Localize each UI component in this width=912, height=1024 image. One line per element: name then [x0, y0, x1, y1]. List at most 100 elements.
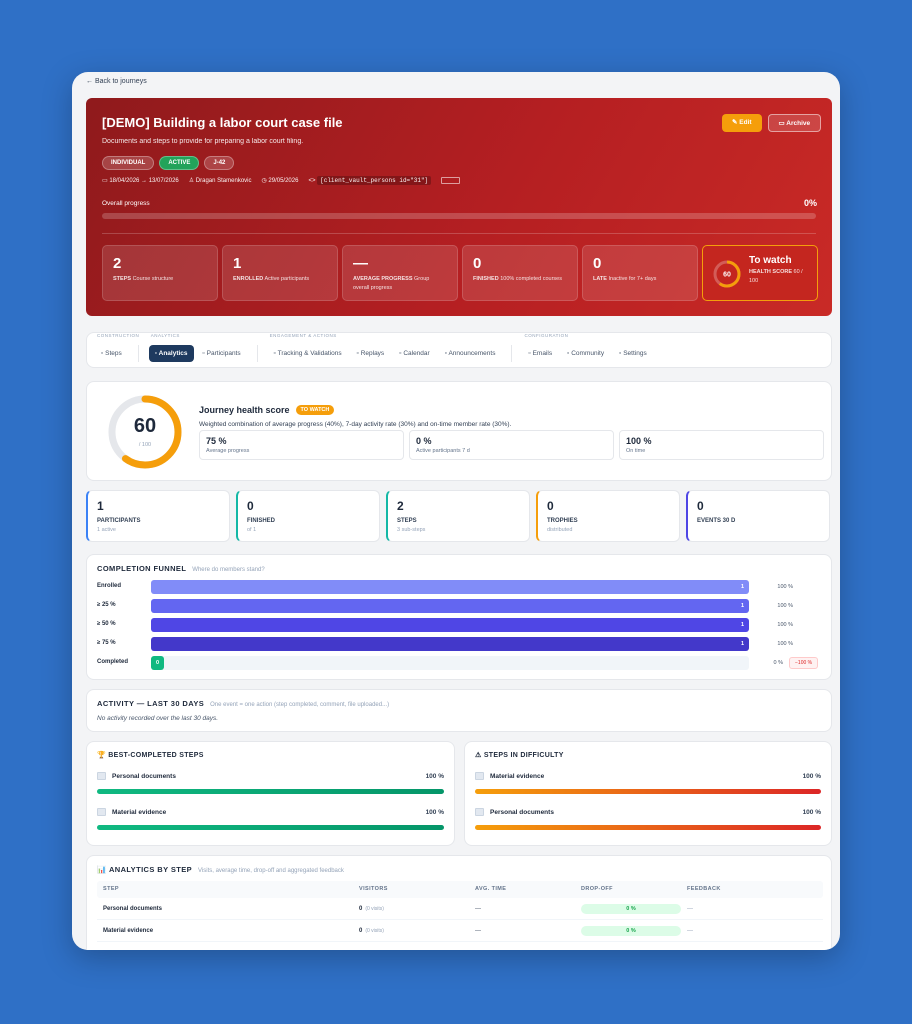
funnel-pct: 100 % [777, 622, 793, 628]
health-card: 60 / 100 Journey health score TO WATCH W… [86, 381, 832, 481]
funnel-label: ≥ 25 % [97, 602, 116, 608]
tab-label[interactable]: Emails [532, 350, 553, 357]
activity-header: ACTIVITY — LAST 30 DAYS One event = one a… [97, 699, 389, 708]
tab[interactable]: ▫ Tracking & Validations [273, 350, 342, 357]
back-link-text[interactable]: Back to journeys [94, 78, 147, 85]
tab-label[interactable]: Replays [360, 350, 385, 357]
cell-avg-time: — [475, 928, 481, 934]
stat-value: 0 [593, 255, 602, 272]
funnel-bar: 1 [151, 618, 749, 632]
kpi-value: 0 [547, 499, 554, 513]
tab[interactable]: ▫ Calendar [399, 350, 430, 357]
step-pct: 100 % [425, 809, 444, 816]
edit-label[interactable]: Edit [739, 119, 752, 126]
funnel-label: Completed [97, 659, 129, 665]
funnel-bar: 0 [151, 656, 164, 670]
kpi-value: 2 [397, 499, 404, 513]
stat-label: ENROLLED [233, 276, 264, 282]
hero-title: [DEMO] Building a labor court case file [102, 115, 343, 130]
tab-label[interactable]: Settings [623, 350, 647, 357]
stat-value: 1 [233, 255, 242, 272]
visits: (0 visits) [365, 928, 384, 934]
kpi-label: STEPS [397, 518, 417, 524]
tab-group-label: ANALYTICS [150, 333, 180, 338]
copy-box[interactable] [441, 177, 461, 184]
tab-label[interactable]: Announcements [448, 350, 496, 357]
step-name: Material evidence [490, 773, 545, 780]
badge: INDIVIDUAL [102, 156, 155, 170]
tab[interactable]: ▫ Announcements [444, 350, 496, 357]
stat-box: 0 LATE Inactive for 7+ days [582, 245, 698, 301]
hero-subtitle: Documents and steps to provide for prepa… [102, 138, 304, 145]
badges: INDIVIDUAL ACTIVE J-42 [102, 156, 235, 170]
stat-label: AVERAGE PROGRESS [353, 276, 413, 282]
tab-label[interactable]: Participants [206, 350, 241, 357]
tab-label[interactable]: Community [571, 350, 605, 357]
step-bar [475, 825, 821, 830]
tab[interactable]: ▫ Community [567, 350, 605, 357]
step-icon [475, 808, 484, 816]
tab-label[interactable]: Analytics [158, 350, 188, 357]
cell-feedback: — [687, 928, 693, 934]
funnel-count: 1 [740, 641, 744, 647]
tab-group: ANALYTICS ▫ Analytics ▫ Participants [148, 333, 258, 362]
edit-button[interactable]: ✎ Edit [722, 114, 762, 132]
step-icon [97, 772, 106, 780]
tab-group: ENGAGEMENT & ACTIONS ▫ Tracking & Validat… [268, 333, 513, 362]
hero-stats: 2 STEPS Course structure 1 ENROLLED Active … [102, 245, 818, 301]
kpi-value: 1 [97, 499, 104, 513]
back-link[interactable]: ← Back to journeys [86, 78, 147, 85]
step-name: Personal documents [490, 809, 554, 816]
column-header: DROP-OFF [581, 886, 613, 892]
difficulty-card: ⚠ STEPS IN DIFFICULTY Material evidence 10… [464, 741, 832, 846]
by-step-header: 📊 ANALYTICS BY STEP Visits, average time,… [97, 865, 344, 874]
funnel-label: ≥ 75 % [97, 640, 116, 646]
table-row: Material evidence 0 (0 visits) — 0 % — [97, 920, 823, 942]
tab-label[interactable]: Tracking & Validations [277, 350, 342, 357]
tab[interactable]: ▫ Steps [101, 350, 122, 357]
visitors: 0 [359, 928, 363, 934]
stat-text: FINISHED 100% completed courses [473, 275, 567, 284]
tab-group: CONSTRUCTION ▫ Steps [95, 333, 139, 362]
tab-label[interactable]: Calendar [403, 350, 430, 357]
stat-box: — AVERAGE PROGRESS Group overall progress [342, 245, 458, 301]
tab-bar: CONSTRUCTION ▫ Steps ANALYTICS ▫ Analytics ▫… [86, 332, 832, 368]
progress-track [102, 213, 816, 219]
funnel-pct: 0 % [773, 660, 783, 666]
archive-label[interactable]: Archive [786, 120, 811, 127]
kpi-card: 2 STEPS 3 sub-steps [386, 490, 530, 542]
kpi-card: 0 FINISHED of 1 [236, 490, 380, 542]
tab[interactable]: ▫ Replays [356, 350, 385, 357]
tab-group-label: CONFIGURATION [524, 333, 569, 338]
cell-feedback: — [687, 906, 693, 912]
activity-card: ACTIVITY — LAST 30 DAYS One event = one a… [86, 689, 832, 732]
funnel-bar: 1 [151, 637, 749, 651]
shortcode-text: [client_vault_persons id="31"] [317, 176, 432, 185]
health-badge: TO WATCH [295, 405, 335, 415]
tab[interactable]: ▫ Analytics [148, 345, 194, 362]
tab[interactable]: ▫ Settings [619, 350, 647, 357]
funnel-bar: 1 [151, 599, 749, 613]
tab-label[interactable]: Steps [105, 350, 122, 357]
metric-value: 0 % [416, 436, 432, 446]
funnel-count: 1 [740, 622, 744, 628]
metric-box: 75 % Average progress [199, 430, 404, 460]
tab[interactable]: ▫ Participants [202, 350, 241, 357]
tab[interactable]: ▫ Emails [528, 350, 553, 357]
health-metrics: 75 % Average progress 0 % Active participan… [199, 430, 824, 460]
watch-text: HEALTH SCORE 60 / 100 [749, 268, 807, 286]
stat-box: 0 FINISHED 100% completed courses [462, 245, 578, 301]
tab-group-label: ENGAGEMENT & ACTIONS [269, 333, 337, 338]
dates-text: 18/04/2026 → 13/07/2026 [109, 178, 179, 184]
metric-label: Active participants 7 d [416, 448, 470, 454]
metric-label: Average progress [206, 448, 250, 454]
author: ♙ Dragan Stamenkovic [188, 178, 252, 184]
cell-visitors: 0 (0 visits) [359, 928, 384, 934]
activity-empty: No activity recorded over the last 30 da… [97, 715, 219, 722]
cell-avg-time: — [475, 906, 481, 912]
stat-label: FINISHED [473, 276, 499, 282]
table-header: STEP VISITORS AVG. TIME DROP-OFF FEEDBACK [97, 881, 823, 898]
kpi-card: 0 EVENTS 30 D [686, 490, 830, 542]
archive-button[interactable]: ▭ Archive [767, 114, 822, 132]
